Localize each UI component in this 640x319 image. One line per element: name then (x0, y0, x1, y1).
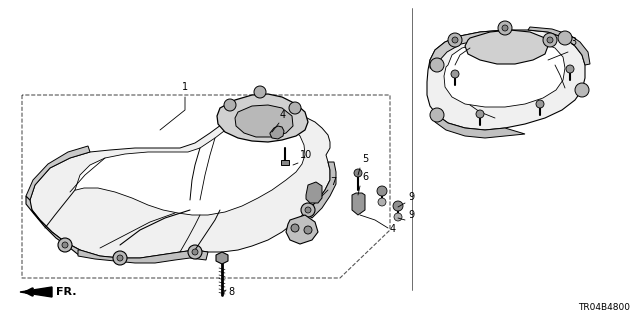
Text: 8: 8 (228, 287, 234, 297)
Circle shape (289, 102, 301, 114)
Polygon shape (78, 250, 208, 263)
Circle shape (254, 86, 266, 98)
Circle shape (393, 201, 403, 211)
Text: 7: 7 (330, 177, 336, 187)
Polygon shape (352, 193, 365, 215)
Circle shape (476, 110, 484, 118)
Polygon shape (528, 27, 590, 65)
Circle shape (224, 99, 236, 111)
Circle shape (354, 169, 362, 177)
Polygon shape (20, 287, 52, 297)
Polygon shape (430, 30, 505, 70)
Circle shape (301, 203, 315, 217)
Text: 3: 3 (570, 37, 576, 47)
Circle shape (575, 83, 589, 97)
Text: 1: 1 (182, 82, 188, 92)
Circle shape (536, 100, 544, 108)
Text: 4: 4 (280, 110, 286, 120)
Polygon shape (26, 196, 80, 256)
Circle shape (304, 226, 312, 234)
Polygon shape (306, 182, 322, 203)
Polygon shape (217, 94, 308, 142)
Circle shape (543, 33, 557, 47)
Text: 10: 10 (300, 150, 312, 160)
Text: 9: 9 (408, 210, 414, 220)
Circle shape (188, 245, 202, 259)
Polygon shape (444, 40, 565, 107)
Text: 5: 5 (362, 154, 368, 164)
Polygon shape (308, 162, 336, 218)
Polygon shape (75, 118, 305, 215)
Circle shape (394, 213, 402, 221)
Circle shape (58, 238, 72, 252)
Circle shape (192, 249, 198, 255)
Circle shape (547, 37, 553, 43)
Circle shape (566, 65, 574, 73)
Circle shape (291, 224, 299, 232)
Text: TR04B4800: TR04B4800 (578, 303, 630, 312)
Circle shape (430, 58, 444, 72)
Circle shape (451, 70, 459, 78)
Circle shape (62, 242, 68, 248)
Polygon shape (30, 108, 330, 258)
Polygon shape (270, 126, 284, 139)
Circle shape (558, 31, 572, 45)
Circle shape (452, 37, 458, 43)
Polygon shape (26, 146, 90, 200)
Text: 6: 6 (362, 172, 368, 182)
Circle shape (378, 198, 386, 206)
Polygon shape (286, 215, 318, 244)
Circle shape (430, 108, 444, 122)
Text: FR.: FR. (56, 287, 77, 297)
Text: 9: 9 (408, 192, 414, 202)
Circle shape (305, 207, 311, 213)
Circle shape (448, 33, 462, 47)
Circle shape (498, 21, 512, 35)
Bar (281, 160, 289, 165)
Text: 4: 4 (390, 224, 396, 234)
Polygon shape (435, 115, 525, 138)
Circle shape (113, 251, 127, 265)
Polygon shape (235, 105, 293, 137)
Polygon shape (216, 252, 228, 264)
Circle shape (117, 255, 123, 261)
Polygon shape (465, 30, 548, 64)
Polygon shape (427, 30, 585, 130)
Circle shape (377, 186, 387, 196)
Circle shape (502, 25, 508, 31)
